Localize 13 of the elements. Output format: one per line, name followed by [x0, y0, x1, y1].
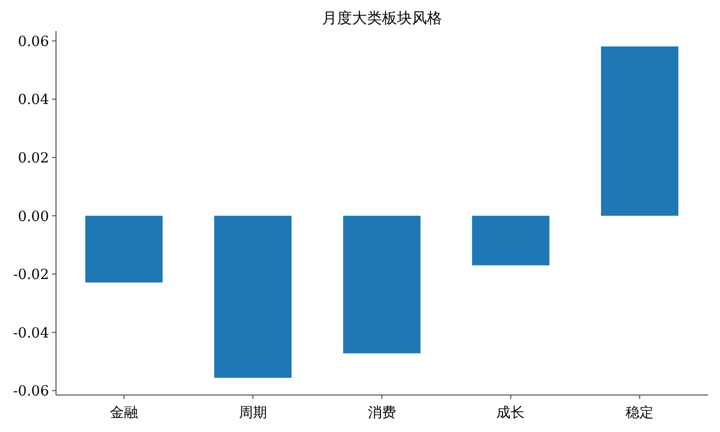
y-tick-label: 0.04 [18, 92, 50, 108]
y-tick-label: -0.02 [13, 267, 49, 284]
y-tick-label: 0.06 [18, 34, 50, 50]
y-tick-label: 0.02 [18, 150, 49, 166]
chart-title: 月度大类板块风格 [322, 9, 442, 27]
x-tick-label: 金融 [110, 405, 138, 421]
x-tick-label: 周期 [238, 405, 267, 421]
x-tick-label: 成长 [496, 405, 525, 421]
y-tick-label: -0.04 [13, 325, 50, 342]
x-tick-label: 稳定 [626, 405, 654, 421]
y-tick-label: 0.00 [18, 208, 49, 225]
x-tick-label: 消费 [368, 405, 396, 421]
y-tick-label: -0.06 [13, 384, 50, 400]
